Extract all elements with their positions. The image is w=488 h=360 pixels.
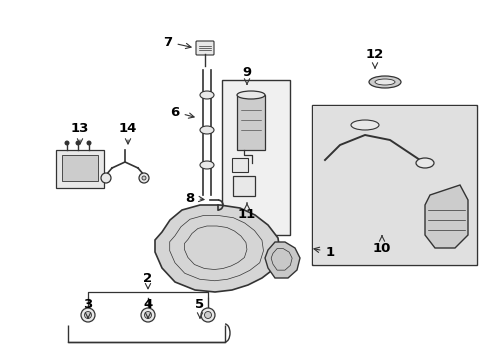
Circle shape: [75, 140, 81, 145]
Circle shape: [141, 308, 155, 322]
Text: 8: 8: [185, 192, 203, 204]
Circle shape: [86, 140, 91, 145]
Circle shape: [139, 173, 149, 183]
FancyBboxPatch shape: [196, 41, 214, 55]
Text: 14: 14: [119, 122, 137, 144]
Text: 13: 13: [71, 122, 89, 144]
Ellipse shape: [368, 76, 400, 88]
Text: 12: 12: [365, 49, 384, 68]
Polygon shape: [155, 205, 280, 292]
Text: 7: 7: [163, 36, 191, 49]
Circle shape: [142, 176, 146, 180]
Ellipse shape: [374, 79, 394, 85]
Text: 4: 4: [143, 298, 152, 318]
Circle shape: [84, 311, 91, 319]
Text: 2: 2: [143, 271, 152, 289]
Text: 3: 3: [83, 298, 92, 318]
Ellipse shape: [350, 120, 378, 130]
Ellipse shape: [415, 158, 433, 168]
Bar: [231, 158, 247, 172]
Text: 9: 9: [242, 66, 251, 84]
Circle shape: [101, 173, 111, 183]
Circle shape: [144, 311, 151, 319]
Polygon shape: [424, 185, 467, 248]
Circle shape: [81, 308, 95, 322]
Bar: [222, 80, 289, 235]
Circle shape: [201, 308, 215, 322]
Ellipse shape: [200, 126, 214, 134]
Text: 5: 5: [195, 298, 204, 318]
Circle shape: [64, 140, 69, 145]
Polygon shape: [264, 242, 299, 278]
Ellipse shape: [200, 161, 214, 169]
Ellipse shape: [200, 91, 214, 99]
Ellipse shape: [237, 91, 264, 99]
Text: 11: 11: [237, 203, 256, 221]
Text: 6: 6: [170, 105, 194, 118]
Bar: [232, 176, 254, 196]
Text: 10: 10: [372, 236, 390, 255]
Circle shape: [204, 311, 211, 319]
Text: 1: 1: [313, 246, 334, 258]
Bar: [311, 105, 476, 265]
Bar: [237, 95, 264, 150]
Bar: [312, 106, 475, 264]
Bar: [56, 150, 104, 188]
Bar: [62, 155, 98, 181]
